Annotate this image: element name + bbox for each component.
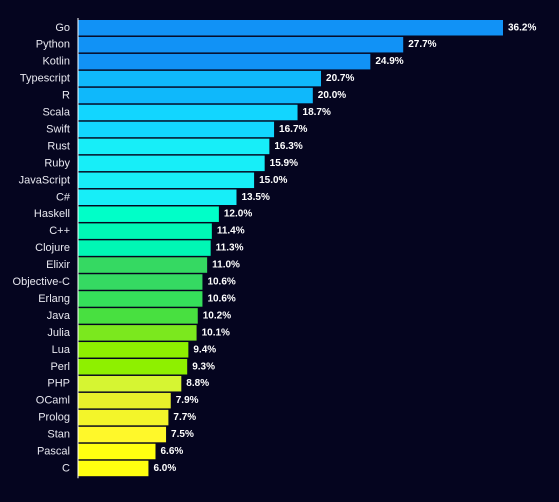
value-label: 10.6% xyxy=(207,293,235,304)
value-label: 6.0% xyxy=(153,463,176,474)
bar-go xyxy=(78,20,503,36)
bar-c xyxy=(78,460,149,477)
bar-prolog xyxy=(78,409,169,426)
category-label: Objective-C xyxy=(13,276,71,288)
category-label: Clojure xyxy=(35,242,70,254)
category-label: Stan xyxy=(47,429,70,441)
bar-swift xyxy=(78,121,275,138)
bar-julia xyxy=(78,325,197,341)
value-labels: 36.2% 27.7% 24.9% 20.7% 20.0% 18.7% 16.7% 16.3%… xyxy=(153,22,536,474)
category-label: Julia xyxy=(47,327,71,339)
category-label: Go xyxy=(55,22,70,34)
bar-haskell xyxy=(78,206,219,222)
bar-php xyxy=(78,375,182,392)
bar-rust xyxy=(78,138,270,155)
category-label: Perl xyxy=(50,361,70,373)
value-label: 16.7% xyxy=(279,124,307,135)
bar-erlang xyxy=(78,291,203,307)
bar-java xyxy=(78,308,198,324)
value-label: 7.5% xyxy=(171,429,194,440)
value-label: 16.3% xyxy=(274,141,302,152)
category-label: Kotlin xyxy=(42,56,70,68)
value-label: 7.7% xyxy=(173,412,196,423)
value-label: 24.9% xyxy=(375,56,403,67)
category-label: Lua xyxy=(52,344,71,356)
category-label: Java xyxy=(47,310,71,322)
category-label: Rust xyxy=(47,140,70,152)
category-label: Typescript xyxy=(20,73,70,85)
value-label: 10.2% xyxy=(203,310,231,321)
value-label: 11.4% xyxy=(217,226,245,237)
bar-ocaml xyxy=(78,392,171,409)
bar-lua xyxy=(78,342,189,358)
category-label: Scala xyxy=(42,107,70,119)
category-label: OCaml xyxy=(36,395,70,407)
category-label: Erlang xyxy=(38,293,70,305)
bar-c- xyxy=(78,189,237,205)
value-label: 9.4% xyxy=(193,344,216,355)
value-label: 9.3% xyxy=(192,361,215,372)
value-label: 15.9% xyxy=(270,158,298,169)
bar-c- xyxy=(78,223,212,239)
value-label: 6.6% xyxy=(160,446,183,457)
value-label: 18.7% xyxy=(303,107,331,118)
value-label: 20.0% xyxy=(318,90,346,101)
category-label: JavaScript xyxy=(19,174,70,186)
category-label: Ruby xyxy=(44,157,70,169)
value-label: 27.7% xyxy=(408,39,436,50)
category-label: PHP xyxy=(47,378,70,390)
bar-scala xyxy=(78,104,298,121)
bar-typescript xyxy=(78,70,322,87)
bar-elixir xyxy=(78,257,208,273)
bar-objective-c xyxy=(78,274,203,290)
value-label: 8.8% xyxy=(186,378,209,389)
category-label: C xyxy=(62,462,70,474)
bar-javascript xyxy=(78,172,255,189)
value-label: 7.9% xyxy=(176,395,199,406)
value-label: 11.0% xyxy=(212,260,240,271)
category-label: Haskell xyxy=(34,208,70,220)
value-label: 10.1% xyxy=(202,327,230,338)
category-label: C# xyxy=(56,191,71,203)
value-label: 10.6% xyxy=(207,277,235,288)
value-label: 13.5% xyxy=(241,192,269,203)
bars xyxy=(78,20,503,477)
category-label: Prolog xyxy=(38,412,70,424)
category-label: Python xyxy=(36,39,70,51)
value-label: 36.2% xyxy=(508,22,536,33)
category-label: Swift xyxy=(46,123,70,135)
bar-clojure xyxy=(78,240,211,256)
category-label: Pascal xyxy=(37,446,70,458)
bar-kotlin xyxy=(78,53,371,70)
bar-stan xyxy=(78,426,167,443)
category-label: Elixir xyxy=(46,259,70,271)
bar-perl xyxy=(78,359,188,375)
value-label: 12.0% xyxy=(224,209,252,220)
bar-pascal xyxy=(78,443,156,460)
category-label: R xyxy=(62,90,70,102)
category-labels: Go Python Kotlin Typescript R Scala Swift Rust R… xyxy=(13,22,71,475)
value-label: 20.7% xyxy=(326,73,354,84)
bar-ruby xyxy=(78,155,265,172)
bar-python xyxy=(78,36,404,53)
bar-r xyxy=(78,87,313,104)
category-label: C++ xyxy=(49,225,70,237)
value-label: 15.0% xyxy=(259,175,287,186)
value-label: 11.3% xyxy=(216,243,244,254)
